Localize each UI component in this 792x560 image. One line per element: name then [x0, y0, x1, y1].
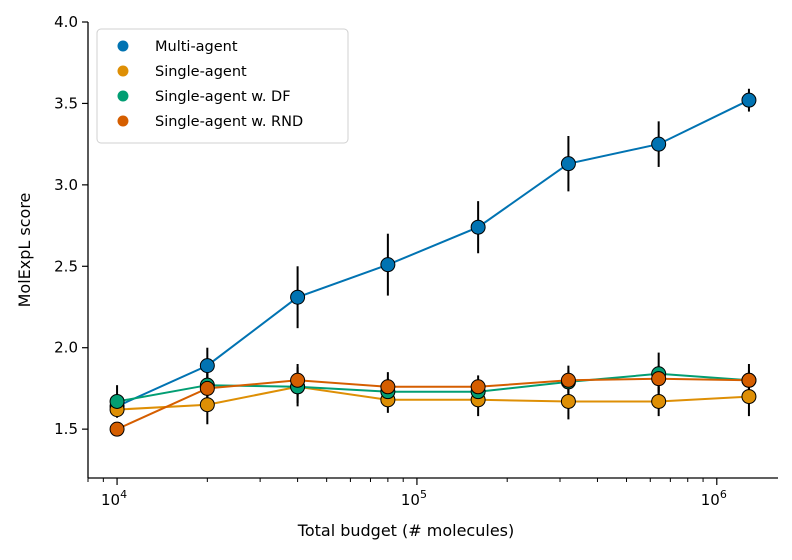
- legend-marker: [118, 116, 129, 127]
- y-tick-label: 3.5: [54, 94, 78, 112]
- data-point: [742, 373, 756, 387]
- x-tick-base: 10: [101, 491, 120, 509]
- data-point: [381, 258, 395, 272]
- chart-container: 1.5 2.0 2.5 3.0 3.5 4.0 104 105 106 Total budge…: [0, 0, 792, 556]
- data-point: [471, 380, 485, 394]
- data-point: [652, 394, 666, 408]
- legend: Multi-agent Single-agent Single-agent w. D…: [97, 29, 348, 143]
- y-tick-label: 2.5: [54, 257, 78, 275]
- x-axis-label: Total budget (# molecules): [297, 521, 514, 540]
- legend-marker: [118, 41, 129, 52]
- data-point: [561, 394, 575, 408]
- legend-label: Single-agent w. RND: [155, 114, 303, 130]
- data-point: [291, 373, 305, 387]
- legend-label: Multi-agent: [155, 39, 238, 55]
- x-tick-exponent: 4: [120, 488, 127, 501]
- data-point: [652, 372, 666, 386]
- y-tick-label: 4.0: [54, 13, 78, 31]
- x-tick-exponent: 6: [720, 488, 727, 501]
- y-axis-label: MolExpL score: [15, 193, 34, 308]
- data-point: [561, 157, 575, 171]
- legend-label: Single-agent: [155, 64, 247, 80]
- data-point: [110, 422, 124, 436]
- legend-marker: [118, 91, 129, 102]
- x-tick-exponent: 5: [420, 488, 427, 501]
- data-point: [200, 398, 214, 412]
- chart-svg: 1.52.02.53.03.54.0 104 105 106 Total budge…: [0, 0, 792, 556]
- data-point: [200, 381, 214, 395]
- x-tick-base: 10: [701, 491, 720, 509]
- data-point: [742, 390, 756, 404]
- legend-label: Single-agent w. DF: [155, 89, 291, 105]
- data-point: [561, 373, 575, 387]
- legend-marker: [118, 66, 129, 77]
- data-point: [742, 93, 756, 107]
- data-point: [200, 359, 214, 373]
- x-tick-base: 10: [401, 491, 420, 509]
- y-tick-label: 1.5: [54, 420, 78, 438]
- data-point: [471, 220, 485, 234]
- data-point: [652, 137, 666, 151]
- data-point: [381, 380, 395, 394]
- data-point: [110, 394, 124, 408]
- y-tick-label: 3.0: [54, 176, 78, 194]
- data-point: [291, 290, 305, 304]
- y-tick-label: 2.0: [54, 339, 78, 357]
